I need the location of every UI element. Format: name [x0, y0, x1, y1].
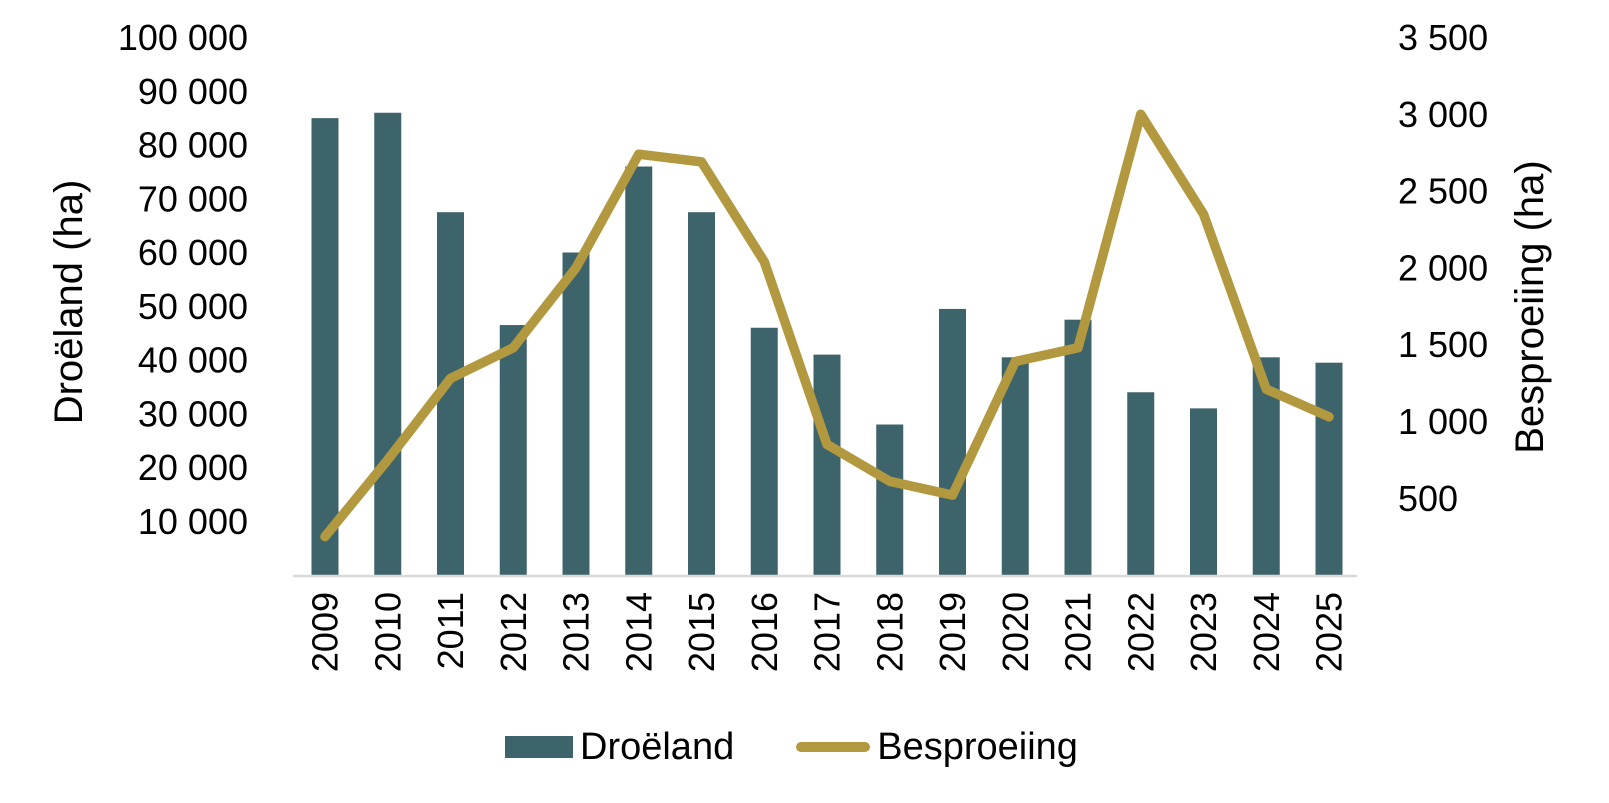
left-tick-label: 70 000 — [138, 178, 248, 219]
left-tick-label: 40 000 — [138, 340, 248, 381]
bar-2009 — [311, 118, 339, 575]
bar-2018 — [876, 424, 904, 575]
left-tick-label: 50 000 — [138, 286, 248, 327]
left-tick-label: 20 000 — [138, 447, 248, 488]
x-tick-label-2016: 2016 — [744, 592, 785, 672]
bar-2017 — [813, 354, 841, 575]
bar-2015 — [688, 212, 715, 575]
x-tick-label-2025: 2025 — [1309, 592, 1350, 672]
left-tick-label: 80 000 — [138, 125, 248, 166]
left-tick-label: 90 000 — [138, 71, 248, 112]
x-tick-label-2021: 2021 — [1058, 592, 1099, 672]
left-axis-title: Droëland (ha) — [47, 180, 91, 425]
right-tick-label: 500 — [1398, 478, 1458, 519]
bar-2022 — [1127, 392, 1155, 575]
legend: Droëland Besproeiing — [505, 726, 1078, 768]
bar-2023 — [1190, 408, 1217, 575]
right-tick-label: 1 500 — [1398, 324, 1488, 365]
x-tick-label-2012: 2012 — [493, 592, 534, 672]
left-tick-label: 30 000 — [138, 393, 248, 434]
legend-line-swatch — [796, 742, 871, 752]
legend-label-besproeiing: Besproeiing — [877, 726, 1078, 768]
bar-2020 — [1001, 357, 1029, 575]
x-tick-label-2023: 2023 — [1183, 592, 1224, 672]
chart-svg: 10 000 20 000 30 000 40 000 50 000 60 000 70 0… — [47, 17, 1552, 672]
legend-bar-swatch — [505, 736, 573, 758]
legend-label-droeland: Droëland — [580, 726, 735, 768]
right-tick-label: 2 500 — [1398, 171, 1488, 212]
right-tick-label: 3 500 — [1398, 17, 1488, 58]
x-tick-label-2014: 2014 — [618, 592, 659, 672]
left-tick-label: 60 000 — [138, 232, 248, 273]
x-tick-label-2009: 2009 — [305, 592, 346, 672]
legend-item-besproeiing: Besproeiing — [796, 728, 1078, 766]
x-tick-label-2010: 2010 — [367, 592, 408, 672]
bar-2014 — [625, 166, 653, 575]
bar-2019 — [939, 308, 966, 575]
x-tick-label-2020: 2020 — [995, 592, 1036, 672]
x-tick-label-2019: 2019 — [932, 592, 973, 672]
x-tick-label-2022: 2022 — [1120, 592, 1161, 672]
left-tick-label: 10 000 — [138, 501, 248, 542]
besproeiing-line — [320, 109, 1334, 542]
bar-2016 — [750, 327, 778, 575]
right-tick-label: 1 000 — [1398, 401, 1488, 442]
right-tick-label: 2 000 — [1398, 247, 1488, 288]
x-tick-label-2018: 2018 — [869, 592, 910, 672]
bar-2010 — [374, 112, 402, 575]
bar-2012 — [499, 325, 527, 575]
x-tick-label-2011: 2011 — [430, 592, 471, 669]
x-tick-label-2017: 2017 — [807, 592, 848, 672]
legend-item-droeland: Droëland — [505, 728, 734, 766]
x-tick-label-2013: 2013 — [556, 592, 597, 672]
left-tick-label: 100 000 — [118, 17, 248, 58]
bar-2025 — [1315, 362, 1343, 575]
x-tick-label-2015: 2015 — [681, 592, 722, 672]
bar-2021 — [1064, 319, 1092, 575]
right-axis-title: Besproeiing (ha) — [1508, 160, 1552, 454]
x-tick-label-2024: 2024 — [1246, 592, 1287, 672]
right-tick-label: 3 000 — [1398, 94, 1488, 135]
bar-2013 — [562, 252, 590, 575]
